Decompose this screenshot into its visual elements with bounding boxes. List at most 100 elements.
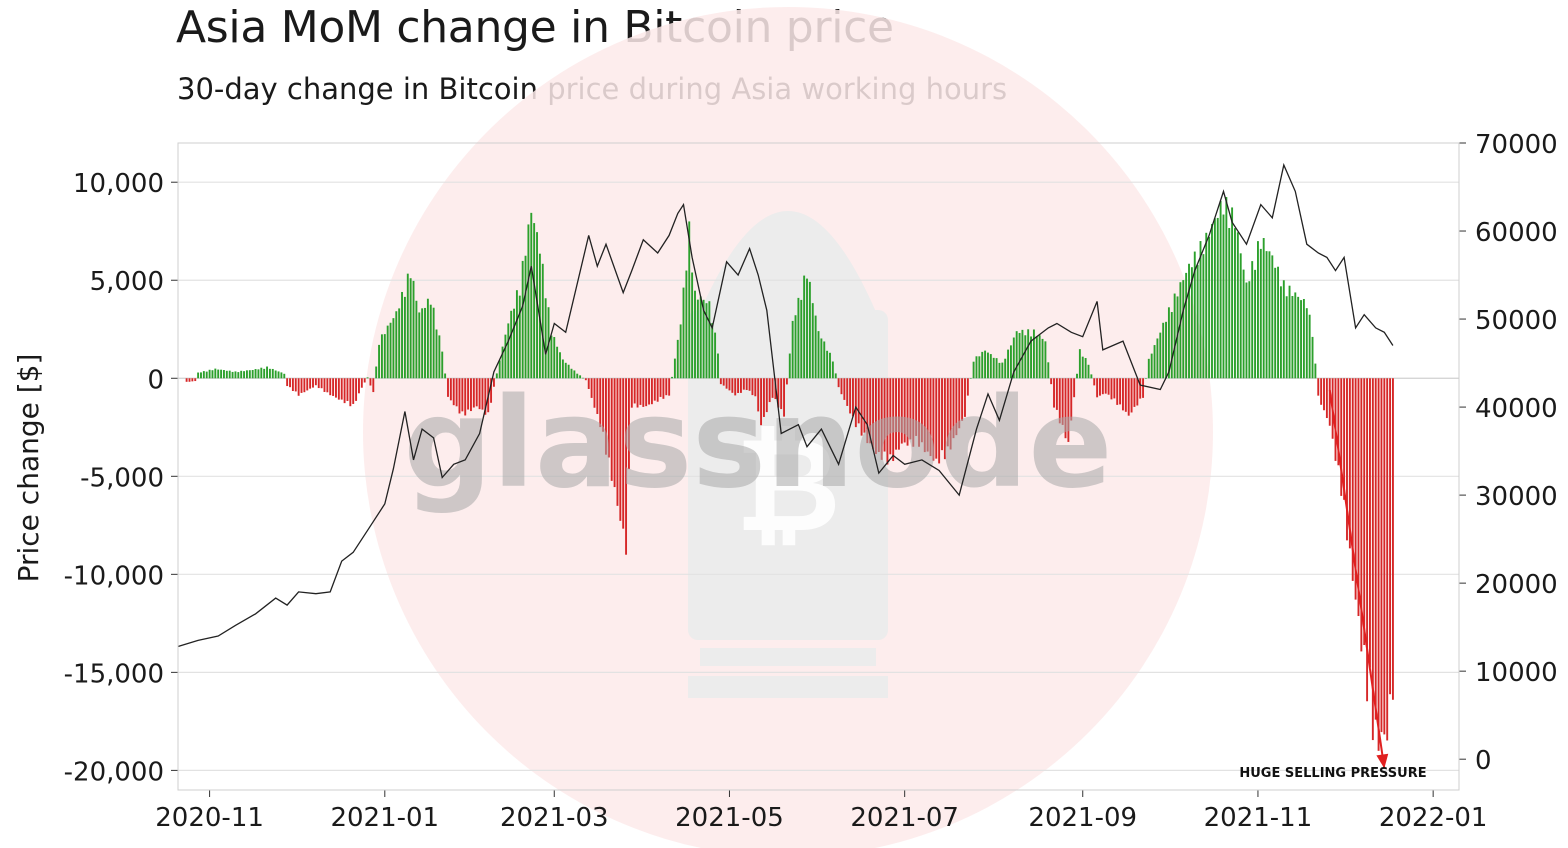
bar xyxy=(481,378,484,410)
bar xyxy=(484,378,487,415)
bar xyxy=(650,378,653,405)
y-tick-label: -20,000 xyxy=(64,757,164,787)
y2-tick-label: 40000 xyxy=(1475,394,1558,424)
bar xyxy=(237,372,240,379)
bar xyxy=(349,378,352,407)
bar xyxy=(639,378,642,405)
bar xyxy=(978,356,981,379)
bar xyxy=(358,378,360,394)
y2-tick-label: 10000 xyxy=(1475,658,1558,688)
bar xyxy=(1199,241,1202,379)
bar xyxy=(1371,378,1374,741)
bar xyxy=(995,358,998,379)
bar xyxy=(794,315,797,379)
bar xyxy=(254,369,257,379)
bar xyxy=(567,364,570,379)
bar xyxy=(432,307,435,379)
bar xyxy=(797,297,800,379)
bar xyxy=(742,378,745,390)
bar xyxy=(668,378,671,396)
bar xyxy=(708,301,711,379)
bar xyxy=(1288,285,1291,379)
bar xyxy=(332,378,335,396)
bar xyxy=(1107,378,1110,395)
x-tick-label: 2022-01 xyxy=(1379,803,1488,833)
bar xyxy=(1087,364,1090,379)
bar xyxy=(383,334,386,379)
bar xyxy=(412,280,415,379)
bar xyxy=(527,224,530,379)
bar xyxy=(188,378,191,382)
bar xyxy=(380,334,383,379)
bar xyxy=(1383,378,1386,735)
bar xyxy=(576,373,579,379)
y-tick-label: 10,000 xyxy=(73,169,164,199)
bar xyxy=(1254,269,1257,379)
bar xyxy=(214,368,217,379)
bar xyxy=(337,378,340,400)
bar xyxy=(877,378,880,452)
bar xyxy=(467,378,470,410)
bar xyxy=(1317,378,1320,396)
bar xyxy=(492,378,495,387)
x-tick-label: 2021-05 xyxy=(675,803,784,833)
bar xyxy=(1202,254,1205,379)
y-tick-label: -15,000 xyxy=(64,659,164,689)
bar xyxy=(211,370,214,379)
bar xyxy=(283,373,286,379)
bar xyxy=(1320,378,1323,405)
bar xyxy=(401,291,403,379)
bar xyxy=(1300,300,1302,379)
bar xyxy=(521,260,524,379)
bar xyxy=(1021,329,1024,379)
bar xyxy=(1274,267,1277,379)
bar xyxy=(470,378,472,412)
bar xyxy=(719,378,722,385)
bar xyxy=(312,378,314,388)
bar xyxy=(734,378,737,396)
bar xyxy=(869,378,872,444)
bar xyxy=(987,352,989,379)
bar xyxy=(1257,241,1259,379)
bar xyxy=(854,378,857,428)
bar xyxy=(900,378,903,444)
bar xyxy=(679,324,682,379)
bar xyxy=(1323,378,1325,411)
bar xyxy=(475,378,478,407)
bar xyxy=(1076,373,1078,379)
bar xyxy=(875,378,877,455)
bar xyxy=(1185,272,1188,379)
bar xyxy=(593,378,596,408)
bar xyxy=(544,298,547,379)
bar xyxy=(892,378,895,462)
bar xyxy=(622,378,625,529)
bar xyxy=(1073,378,1076,398)
bar xyxy=(1262,238,1265,379)
bar xyxy=(932,378,935,461)
bar xyxy=(1190,267,1193,379)
bar xyxy=(1277,266,1279,379)
bar xyxy=(1093,378,1096,386)
bar xyxy=(1291,296,1294,379)
bar xyxy=(969,378,972,379)
bar xyxy=(964,378,966,417)
bar xyxy=(800,299,803,379)
bar xyxy=(648,378,650,405)
bar xyxy=(340,378,343,400)
y2-tick-label: 60000 xyxy=(1475,218,1558,248)
y2-tick-label: 30000 xyxy=(1475,482,1558,512)
bar xyxy=(909,378,912,440)
bar xyxy=(757,378,760,412)
bar xyxy=(277,371,280,379)
bar xyxy=(202,371,205,379)
bar xyxy=(731,378,734,393)
bar xyxy=(943,378,946,460)
bar xyxy=(1124,378,1127,412)
bar xyxy=(1325,378,1328,419)
bar xyxy=(596,378,599,414)
bar xyxy=(831,361,834,379)
bar xyxy=(886,378,889,465)
annotation-arrow xyxy=(1328,389,1386,769)
bar xyxy=(673,358,676,379)
bar xyxy=(559,352,561,379)
